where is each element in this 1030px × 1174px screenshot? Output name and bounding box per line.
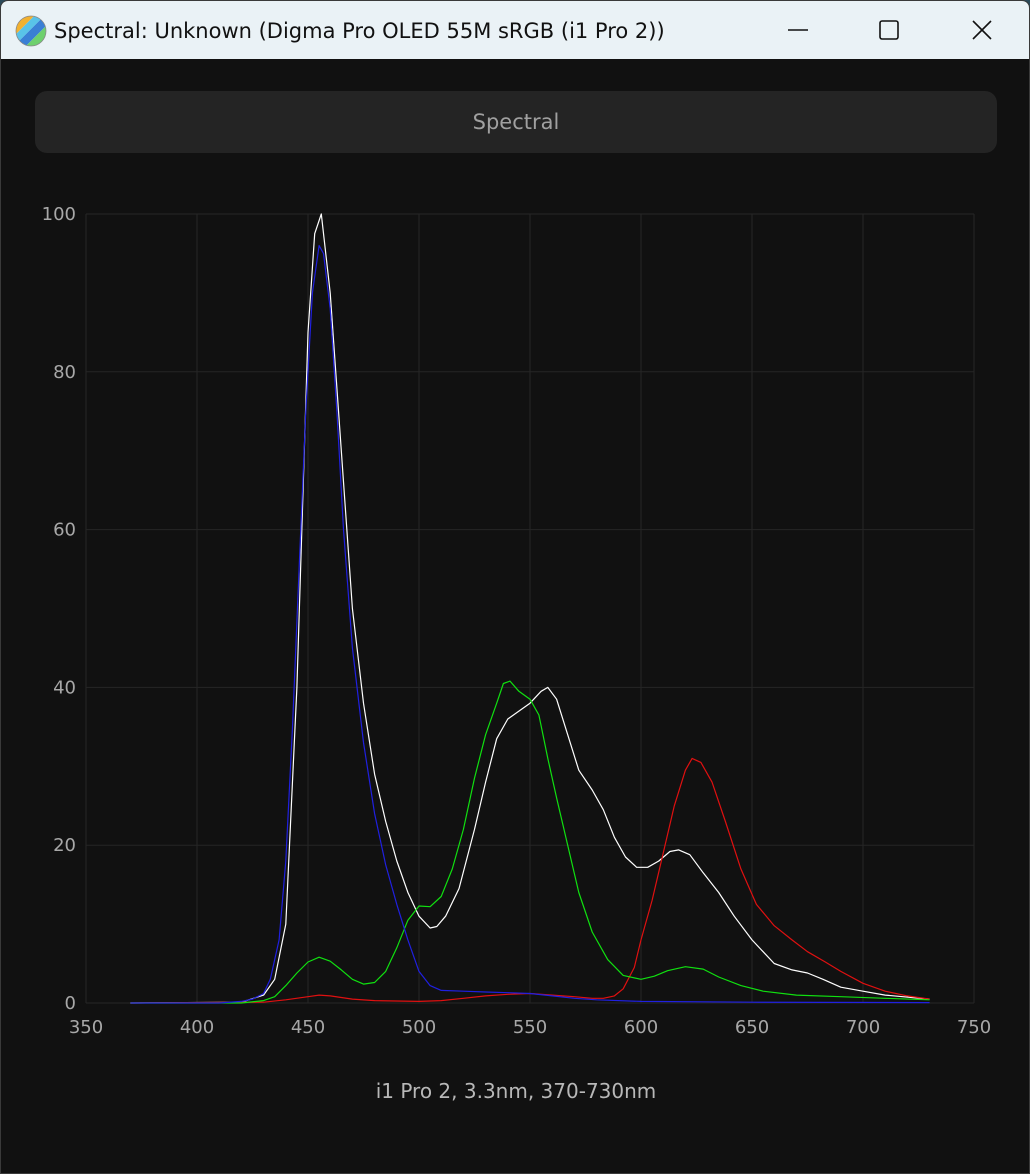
window-title: Spectral: Unknown (Digma Pro OLED 55M sR…: [54, 19, 665, 43]
blue-series-line: [130, 245, 930, 1004]
x-tick-label-550: 550: [513, 1017, 547, 1038]
x-tick-label-350: 350: [69, 1017, 103, 1038]
y-tick-label-40: 40: [53, 677, 76, 698]
y-tick-label-80: 80: [53, 362, 76, 383]
title-bar[interactable]: Spectral: Unknown (Digma Pro OLED 55M sR…: [1, 1, 1029, 59]
x-tick-label-500: 500: [402, 1017, 436, 1038]
tab-spectral[interactable]: Spectral: [35, 91, 997, 153]
maximize-icon: [879, 20, 899, 40]
white-series-line: [130, 213, 930, 1004]
minimize-icon: [788, 29, 808, 31]
spectral-chart: 350 400 450 500 550 600 650 700 750 0 20 40 60 80 100: [42, 204, 992, 1038]
x-tick-label-700: 700: [846, 1017, 880, 1038]
app-logo-icon: [15, 15, 47, 47]
minimize-button[interactable]: [751, 1, 845, 59]
x-tick-label-450: 450: [291, 1017, 325, 1038]
x-tick-label-600: 600: [624, 1017, 658, 1038]
red-series-line: [130, 757, 930, 1004]
close-button[interactable]: [935, 1, 1029, 59]
y-tick-label-60: 60: [53, 520, 76, 541]
maximize-button[interactable]: [842, 1, 936, 59]
close-icon: [972, 20, 992, 40]
green-series-line: [130, 680, 930, 1004]
x-tick-label-750: 750: [957, 1017, 991, 1038]
x-tick-label-650: 650: [735, 1017, 769, 1038]
y-tick-label-0: 0: [65, 993, 76, 1014]
y-tick-label-20: 20: [53, 835, 76, 856]
x-tick-label-400: 400: [180, 1017, 214, 1038]
y-tick-label-100: 100: [42, 204, 76, 225]
instrument-caption: i1 Pro 2, 3.3nm, 370-730nm: [375, 1079, 657, 1103]
